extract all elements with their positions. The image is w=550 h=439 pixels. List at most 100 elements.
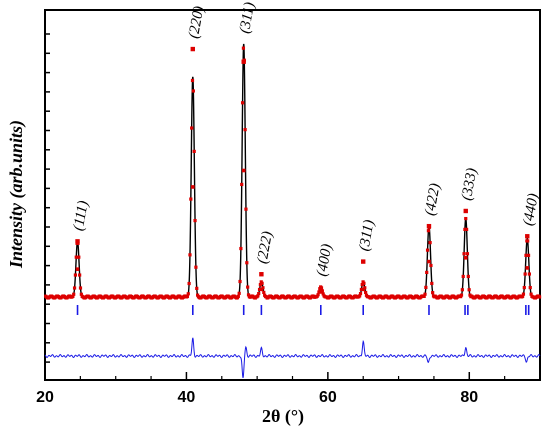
- peak-label: (311): [356, 219, 377, 253]
- observed-point: [522, 285, 526, 290]
- observed-point: [186, 292, 190, 296]
- observed-point: [428, 241, 432, 245]
- observed-point: [527, 272, 531, 276]
- observed-point: [521, 294, 525, 298]
- observed-point: [236, 294, 240, 298]
- observed-point: [537, 295, 542, 299]
- observed-point: [360, 283, 364, 287]
- peak-label: (333): [459, 167, 480, 202]
- observed-point: [239, 246, 243, 251]
- observed-point: [187, 281, 191, 286]
- observed-point: [423, 292, 427, 296]
- difference-curve: [44, 337, 541, 378]
- observed-point: [528, 285, 532, 290]
- observed-point: [525, 266, 530, 270]
- observed-point: [188, 253, 192, 257]
- observed-point: [246, 285, 250, 289]
- observed-point: [426, 229, 431, 233]
- observed-point: [461, 274, 465, 279]
- observed-point: [523, 272, 527, 276]
- peak-label: (440): [520, 192, 541, 227]
- observed-point: [422, 294, 426, 299]
- peak-label: (400): [314, 243, 335, 278]
- observed-point: [359, 287, 363, 292]
- observed-point: [262, 290, 266, 295]
- observed-peak-marker: [426, 223, 432, 229]
- observed-point: [259, 287, 264, 292]
- observed-point: [237, 291, 241, 295]
- observed-point: [71, 294, 75, 298]
- observed-point: [465, 252, 470, 256]
- observed-point: [78, 273, 82, 277]
- observed-peak-marker: [525, 234, 530, 239]
- plot-area: 20 40 60 80 (111) (220) (311) (222) (400) (311) (4…: [36, 1, 542, 406]
- observed-point: [77, 255, 81, 259]
- observed-point: [431, 291, 435, 295]
- observed-point: [317, 290, 321, 294]
- observed-point: [464, 216, 468, 221]
- observed-point: [243, 128, 247, 132]
- observed-point: [459, 293, 464, 297]
- observed-point: [79, 292, 83, 296]
- observed-point: [358, 291, 363, 296]
- y-axis-title: Intensity (arb.units): [6, 120, 27, 269]
- observed-point: [524, 253, 528, 257]
- observed-point: [256, 294, 260, 298]
- observed-point: [194, 265, 198, 269]
- x-tick-label: 80: [460, 389, 478, 406]
- observed-point: [467, 288, 471, 292]
- observed-peak-marker: [463, 208, 468, 214]
- observed-point: [260, 281, 264, 285]
- observed-point: [190, 78, 195, 83]
- observed-point: [244, 207, 248, 211]
- observed-point: [364, 290, 368, 295]
- observed-point: [361, 287, 366, 292]
- observed-point: [321, 292, 325, 296]
- observed-peak-marker: [259, 272, 264, 277]
- observed-point: [72, 286, 77, 290]
- observed-point: [241, 168, 246, 173]
- observed-point: [425, 248, 430, 252]
- observed-peak-marker: [75, 239, 80, 244]
- peak-label: (111): [71, 199, 92, 232]
- observed-point: [463, 227, 467, 232]
- observed-point: [73, 273, 78, 277]
- observed-point: [190, 126, 194, 130]
- observed-point: [464, 227, 469, 232]
- observed-point: [258, 283, 262, 287]
- peak-label: (422): [422, 182, 443, 217]
- observed-point: [257, 287, 262, 292]
- observed-point: [526, 253, 531, 257]
- observed-point: [75, 267, 80, 271]
- observed-point: [245, 261, 249, 265]
- observed-point: [529, 292, 533, 296]
- peak-label: (220): [186, 5, 207, 40]
- x-tick-label: 40: [178, 389, 196, 406]
- observed-point: [521, 292, 526, 296]
- x-tick-label: 60: [319, 389, 337, 406]
- observed-point: [429, 263, 433, 268]
- x-tick-label: 20: [36, 389, 54, 406]
- observed-point: [460, 288, 464, 292]
- observed-point: [526, 239, 530, 243]
- observed-point: [191, 89, 195, 93]
- observed-point: [238, 279, 242, 284]
- observed-point: [462, 252, 466, 256]
- observed-point: [195, 286, 199, 290]
- observed-point: [74, 255, 78, 259]
- observed-point: [316, 293, 320, 297]
- observed-point: [189, 197, 193, 201]
- observed-point: [72, 292, 76, 296]
- observed-point: [257, 291, 261, 296]
- observed-point: [318, 290, 323, 294]
- observed-peak-marker: [318, 287, 323, 292]
- peak-label: (311): [237, 1, 258, 35]
- observed-point: [246, 293, 251, 297]
- observed-point: [424, 285, 428, 290]
- peak-label: (222): [255, 230, 276, 265]
- observed-point: [358, 294, 362, 298]
- observed-peak-marker: [361, 259, 366, 264]
- observed-point: [185, 294, 190, 299]
- observed-point: [192, 149, 196, 153]
